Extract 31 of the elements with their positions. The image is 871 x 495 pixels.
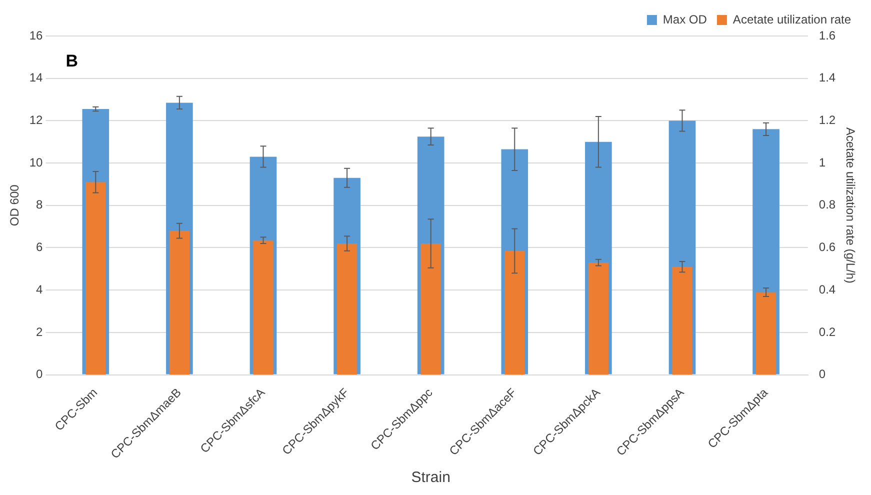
legend-label: Max OD (662, 12, 708, 26)
y2-tick-label: 0.6 (818, 240, 836, 254)
bar (420, 244, 441, 375)
y-tick-label: 10 (29, 155, 44, 170)
bar (86, 182, 106, 375)
y-tick-label: 0 (36, 367, 44, 382)
annotation: B (66, 52, 78, 71)
y2-tick-label: 0.2 (818, 324, 836, 339)
x-axis-title: Strain (411, 469, 450, 486)
y-tick-label: 12 (29, 113, 44, 128)
y-tick-label: 16 (29, 28, 44, 42)
bar (672, 266, 692, 375)
y2-tick-label: 1.6 (818, 28, 836, 42)
y-tick-label: 8 (36, 198, 44, 212)
bar (253, 240, 274, 375)
y-axis-title: OD 600 (8, 184, 22, 226)
bar (588, 262, 608, 375)
y2-tick-label: 0.4 (818, 282, 836, 296)
y-tick-label: 14 (29, 70, 44, 85)
bar (169, 230, 190, 375)
y-tick-label: 6 (36, 240, 44, 254)
bar (504, 250, 525, 375)
legend-label: Acetate utilization rate (732, 12, 852, 26)
y-tick-label: 2 (36, 324, 44, 339)
y2-tick-label: 1.2 (818, 113, 836, 128)
y2-tick-label: 0.8 (818, 198, 836, 212)
y2-tick-label: 1 (818, 155, 826, 170)
y2-axis-title: Acetate utilization rate (g/L/h) (843, 127, 858, 284)
y-tick-label: 4 (36, 282, 44, 296)
y2-tick-label: 1.4 (818, 70, 836, 85)
y2-tick-label: 0 (818, 367, 826, 382)
